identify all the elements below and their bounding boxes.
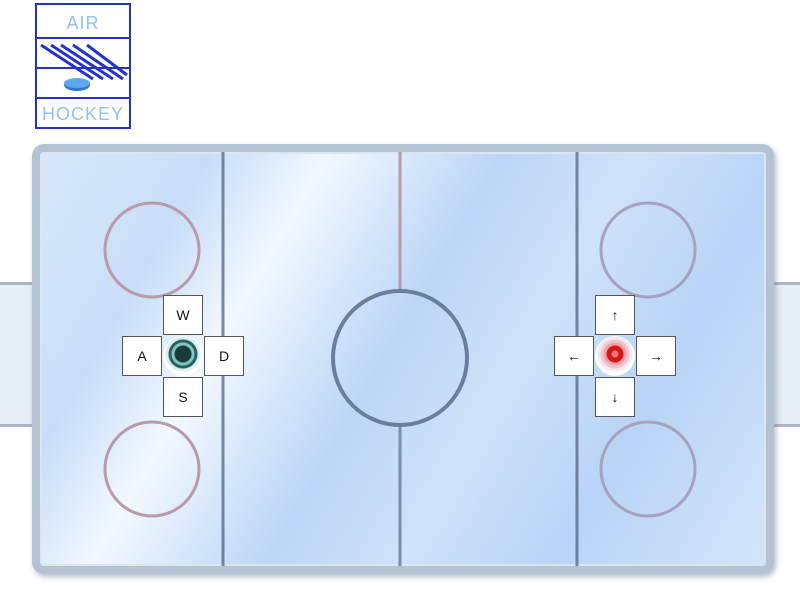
faceoff-circle-top-right [599, 201, 697, 299]
key-w[interactable]: W [163, 295, 203, 335]
key-s[interactable]: S [163, 377, 203, 417]
faceoff-circle-bottom-right [599, 420, 697, 518]
logo-text-hockey: HOCKEY [41, 104, 125, 124]
rink-markings [103, 152, 697, 566]
key-arrow-right[interactable]: → [636, 336, 676, 376]
key-arrow-down[interactable]: ↓ [595, 377, 635, 417]
key-arrow-up[interactable]: ↑ [595, 295, 635, 335]
puck-stripes-icon [40, 43, 128, 91]
player2-paddle[interactable] [595, 336, 635, 376]
key-arrow-left[interactable]: ← [554, 336, 594, 376]
key-a[interactable]: A [122, 336, 162, 376]
air-hockey-logo: AIR HOCKEY [35, 3, 131, 129]
key-d[interactable]: D [204, 336, 244, 376]
faceoff-circle-bottom-left [103, 420, 201, 518]
logo-text-air: AIR [66, 13, 100, 33]
air-hockey-table [0, 140, 800, 580]
faceoff-circle-top-left [103, 201, 201, 299]
player1-paddle[interactable] [163, 336, 203, 376]
center-circle [331, 289, 469, 427]
